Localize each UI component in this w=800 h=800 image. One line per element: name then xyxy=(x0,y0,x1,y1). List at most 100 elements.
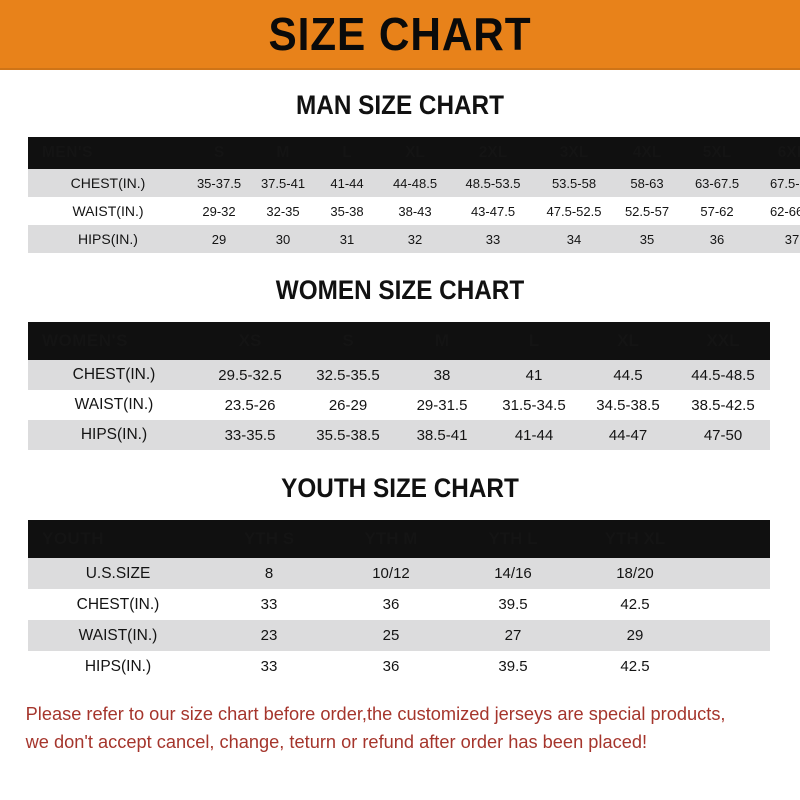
men-cell-1-6: 52.5-57 xyxy=(624,203,670,219)
youth-header-cell-2: YTH M xyxy=(364,529,418,548)
men-cell-2-7: 36 xyxy=(709,231,725,247)
women-cell-2-4: 44-47 xyxy=(608,426,648,444)
youth-cell-3-3: 42.5 xyxy=(620,658,650,675)
men-cell-0-1: 37.5-41 xyxy=(260,175,306,191)
youth-cell-3-1: 36 xyxy=(382,658,400,675)
youth-row-label-2: WAIST(IN.) xyxy=(78,626,158,644)
men-cell-1-0: 29-32 xyxy=(202,203,236,219)
youth-header-cell-3: YTH L xyxy=(488,529,538,548)
footer-line-1: Please refer to our size chart before or… xyxy=(25,703,726,724)
youth-section: YOUTH SIZE CHART YOUTH YTH S YTH M YTH L… xyxy=(0,450,800,682)
men-cell-2-8: 37 xyxy=(784,231,800,247)
women-cell-1-3: 31.5-34.5 xyxy=(502,396,566,414)
women-header-cell-2: S xyxy=(342,331,354,350)
table-header-row: WOMEN'S XS S M L XL XXL xyxy=(28,322,770,360)
men-cell-2-4: 33 xyxy=(485,231,501,247)
women-table-header: WOMEN'S XS S M L XL XXL xyxy=(28,322,770,360)
women-cell-2-2: 38.5-41 xyxy=(416,426,468,444)
men-header-cell-3: L xyxy=(342,144,352,161)
men-size-table: MEN'S S M L XL 2XL 3XL 4XL 5XL 6XL CHEST… xyxy=(28,137,800,253)
men-cell-0-7: 63-67.5 xyxy=(694,175,740,191)
table-row: CHEST(IN.) 33 36 39.5 42.5 xyxy=(28,589,770,620)
youth-header-cell-1: YTH S xyxy=(243,529,295,548)
men-header-cell-4: XL xyxy=(405,144,425,161)
table-row: CHEST(IN.) 29.5-32.5 32.5-35.5 38 41 44.… xyxy=(28,360,770,390)
youth-cell-3-spacer xyxy=(696,651,770,682)
footer-line-2: we don't accept cancel, change, teturn o… xyxy=(25,730,648,752)
youth-cell-2-0: 23 xyxy=(260,627,278,644)
youth-cell-2-3: 29 xyxy=(626,627,644,644)
women-cell-2-3: 41-44 xyxy=(514,426,554,444)
women-header-cell-5: XL xyxy=(617,331,639,350)
men-header-cell-0: MEN'S xyxy=(42,144,93,161)
youth-cell-3-2: 39.5 xyxy=(498,658,528,675)
youth-cell-1-0: 33 xyxy=(260,596,278,613)
men-cell-0-8: 67.5-72 xyxy=(769,175,800,191)
youth-cell-3-0: 33 xyxy=(260,658,278,675)
youth-cell-0-0: 8 xyxy=(264,565,274,582)
men-header-cell-7: 4XL xyxy=(632,144,662,161)
women-cell-2-0: 33-35.5 xyxy=(224,426,276,444)
table-row: CHEST(IN.) 35-37.5 37.5-41 41-44 44-48.5… xyxy=(28,169,800,197)
men-row-label-2: HIPS(IN.) xyxy=(78,231,138,247)
table-header-row: YOUTH YTH S YTH M YTH L YTH XL xyxy=(28,520,770,558)
women-header-cell-0: WOMEN'S xyxy=(42,331,128,350)
women-cell-0-1: 32.5-35.5 xyxy=(316,366,380,384)
men-cell-1-5: 47.5-52.5 xyxy=(546,203,602,219)
youth-cell-2-2: 27 xyxy=(504,627,522,644)
youth-table-header: YOUTH YTH S YTH M YTH L YTH XL xyxy=(28,520,770,558)
women-cell-2-5: 47-50 xyxy=(703,426,743,444)
youth-cell-1-spacer xyxy=(696,589,770,620)
women-cell-1-2: 29-31.5 xyxy=(416,396,468,414)
page-banner: SIZE CHART xyxy=(0,0,800,70)
men-cell-2-0: 29 xyxy=(211,231,227,247)
youth-cell-1-2: 39.5 xyxy=(498,596,528,613)
youth-header-cell-4: YTH XL xyxy=(604,529,666,548)
men-cell-2-3: 32 xyxy=(407,231,423,247)
footer-disclaimer: Please refer to our size chart before or… xyxy=(0,682,788,756)
women-cell-1-5: 38.5-42.5 xyxy=(691,396,755,414)
men-cell-1-4: 43-47.5 xyxy=(470,203,516,219)
women-table-body: CHEST(IN.) 29.5-32.5 32.5-35.5 38 41 44.… xyxy=(28,360,770,450)
youth-cell-1-1: 36 xyxy=(382,596,400,613)
youth-header-spacer xyxy=(696,520,770,558)
youth-cell-1-3: 42.5 xyxy=(620,596,650,613)
women-row-label-0: CHEST(IN.) xyxy=(72,366,156,383)
men-header-cell-9: 6XL xyxy=(777,144,800,161)
women-size-table: WOMEN'S XS S M L XL XXL CHEST(IN.) 29.5-… xyxy=(28,322,770,450)
table-row: WAIST(IN.) 29-32 32-35 35-38 38-43 43-47… xyxy=(28,197,800,225)
youth-cell-2-spacer xyxy=(696,620,770,651)
youth-cell-0-1: 10/12 xyxy=(372,565,410,582)
youth-cell-2-1: 25 xyxy=(382,627,400,644)
women-cell-0-4: 44.5 xyxy=(613,366,643,384)
women-row-label-2: HIPS(IN.) xyxy=(80,426,148,443)
women-cell-1-1: 26-29 xyxy=(328,396,368,414)
youth-header-cell-0: YOUTH xyxy=(42,529,104,548)
men-header-cell-2: M xyxy=(276,144,290,161)
youth-table-body: U.S.SIZE 8 10/12 14/16 18/20 CHEST(IN.) … xyxy=(28,558,770,682)
men-section-title: MAN SIZE CHART xyxy=(296,90,504,120)
women-header-cell-6: XXL xyxy=(706,331,740,350)
women-row-label-1: WAIST(IN.) xyxy=(74,396,154,413)
youth-section-title: YOUTH SIZE CHART xyxy=(281,473,519,503)
men-row-label-1: WAIST(IN.) xyxy=(72,203,144,219)
men-header-cell-6: 3XL xyxy=(559,144,589,161)
women-section-title: WOMEN SIZE CHART xyxy=(275,275,525,305)
men-cell-0-4: 48.5-53.5 xyxy=(465,175,521,191)
men-header-cell-8: 5XL xyxy=(702,144,732,161)
men-cell-1-3: 38-43 xyxy=(398,203,432,219)
men-cell-0-2: 41-44 xyxy=(330,175,364,191)
youth-row-label-1: CHEST(IN.) xyxy=(76,595,160,613)
men-header-cell-1: S xyxy=(213,144,225,161)
youth-row-label-3: HIPS(IN.) xyxy=(84,657,152,675)
table-row: WAIST(IN.) 23.5-26 26-29 29-31.5 31.5-34… xyxy=(28,390,770,420)
men-cell-1-7: 57-62 xyxy=(700,203,734,219)
women-header-cell-4: L xyxy=(528,331,540,350)
youth-row-label-0: U.S.SIZE xyxy=(85,564,151,582)
men-section: MAN SIZE CHART MEN'S S M L XL 2XL 3XL 4X… xyxy=(0,70,800,253)
women-cell-0-0: 29.5-32.5 xyxy=(218,366,282,384)
women-cell-1-4: 34.5-38.5 xyxy=(596,396,660,414)
table-header-row: MEN'S S M L XL 2XL 3XL 4XL 5XL 6XL xyxy=(28,137,800,169)
women-cell-2-1: 35.5-38.5 xyxy=(316,426,380,444)
